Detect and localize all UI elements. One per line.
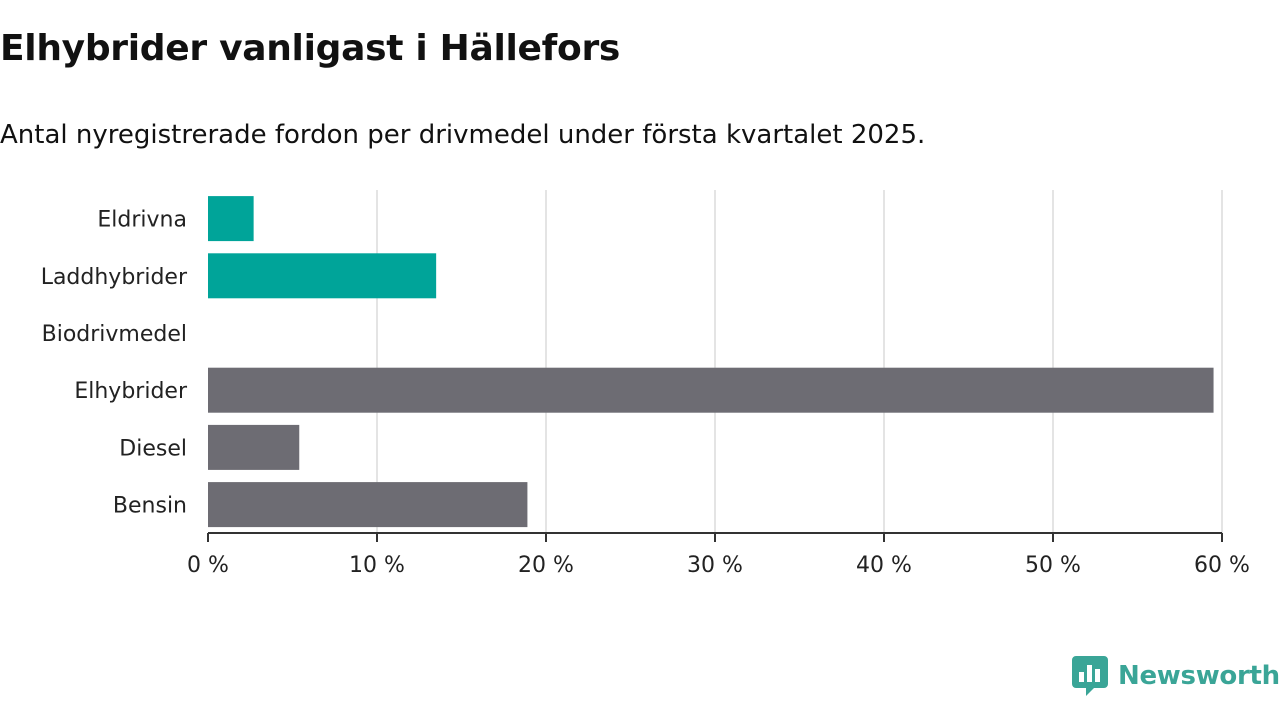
bar-bensin [208,482,528,528]
x-tick-label: 20 % [518,553,574,578]
bar-eldrivna [208,196,254,242]
category-label: Eldrivna [97,208,187,233]
bar-diesel [208,424,300,470]
bars [208,196,1214,528]
bar-elhybrider [208,367,1214,413]
category-label: Bensin [113,494,187,519]
gridlines [376,190,1223,533]
category-label: Laddhybrider [41,265,188,290]
category-labels: Eldrivna Laddhybrider Biodrivmedel Elhybrid… [41,208,188,519]
brand-name: Newsworthy [1118,661,1280,691]
chart-subtitle: Antal nyregistrerade fordon per drivmede… [0,120,926,150]
bar-chart: 0 % 10 % 20 % 30 % 40 % 50 % 60 % Eldrivna Ladd… [41,190,1250,578]
x-tick-label: 10 % [349,553,405,578]
category-label: Biodrivmedel [42,322,187,347]
category-label: Elhybrider [74,379,188,404]
x-tick-label: 60 % [1194,553,1250,578]
x-tick-label: 40 % [856,553,912,578]
bar-laddhybrider [208,253,437,299]
x-tick-label: 30 % [687,553,743,578]
chart-title: Elhybrider vanligast i Hällefors [0,28,621,69]
newsworthy-logo: Newsworthy [1072,656,1280,696]
x-tick-label: 50 % [1025,553,1081,578]
newsworthy-logo-icon [1072,656,1108,696]
x-tick-label: 0 % [187,553,229,578]
x-axis: 0 % 10 % 20 % 30 % 40 % 50 % 60 % [187,532,1250,578]
category-label: Diesel [119,436,187,461]
